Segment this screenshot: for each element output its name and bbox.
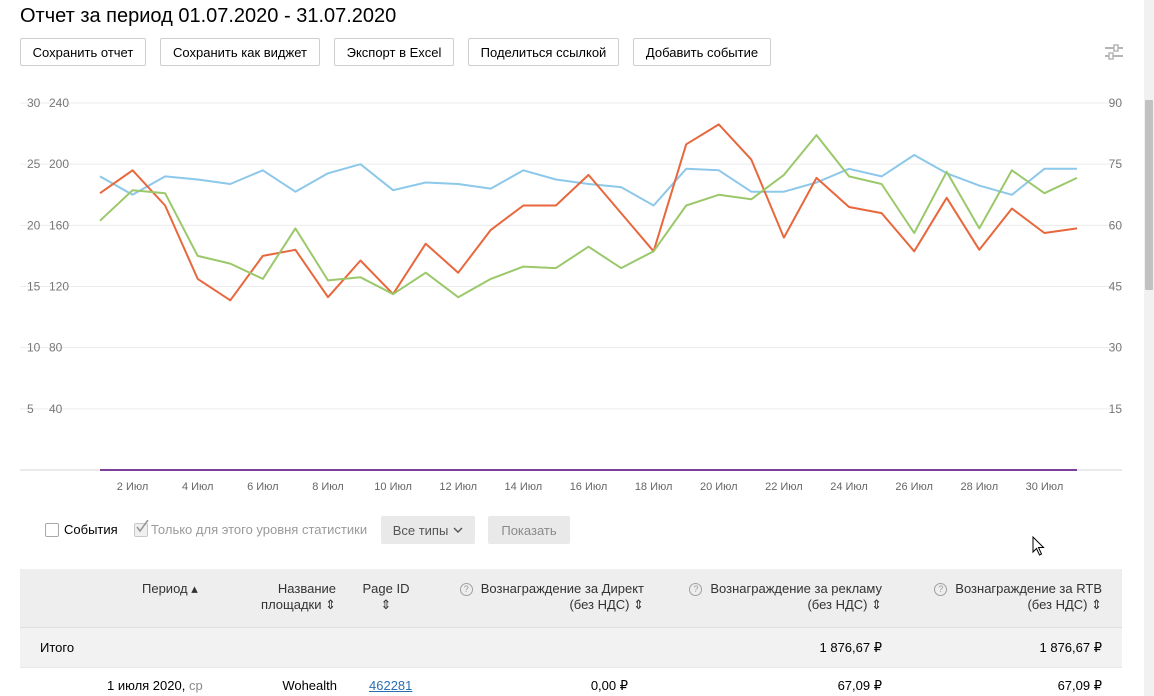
events-filter-row: События Только для этого уровня статисти…: [44, 516, 604, 544]
y-axis-tick-right: 90: [1109, 96, 1123, 110]
y-axis-tick-left-2: 120: [49, 280, 69, 294]
y-axis-tick-left-2: 240: [49, 96, 69, 110]
x-axis-tick-label: 12 Июл: [439, 481, 477, 493]
x-axis-tick-label: 20 Июл: [700, 481, 738, 493]
column-ads-reward-header[interactable]: ? Вознаграждение за рекламу (без НДС) ⇕: [680, 581, 882, 613]
table-header: Период ▴ Название площадки ⇕ Page ID ⇕ ?…: [20, 569, 1122, 627]
share-link-button[interactable]: Поделиться ссылкой: [468, 38, 619, 66]
mouse-cursor-icon: [1032, 536, 1045, 556]
level-only-label: Только для этого уровня статистики: [151, 522, 368, 537]
row-site-name: Wohealth: [282, 678, 337, 693]
column-page-id-header[interactable]: Page ID ⇕: [362, 581, 410, 612]
x-axis-tick-label: 2 Июл: [117, 481, 149, 493]
row-period: 1 июля 2020, ср: [107, 678, 203, 693]
chevron-down-icon: [453, 527, 463, 533]
x-axis-tick-label: 10 Июл: [374, 481, 412, 493]
page-scrollbar[interactable]: [1144, 0, 1154, 696]
row-direct-reward: 0,00 ₽: [590, 678, 628, 693]
stats-table: Период ▴ Название площадки ⇕ Page ID ⇕ ?…: [20, 569, 1122, 696]
total-label: Итого: [40, 640, 75, 655]
x-axis-tick-label: 30 Июл: [1026, 481, 1064, 493]
x-axis-tick-label: 18 Июл: [635, 481, 673, 493]
y-axis-tick-right: 60: [1109, 218, 1123, 232]
total-row: Итого 1 876,67 ₽ 1 876,67 ₽: [20, 627, 1122, 667]
x-axis-tick-label: 14 Июл: [505, 481, 543, 493]
y-axis-tick-right: 15: [1109, 402, 1123, 416]
y-axis-tick-left-2: 40: [49, 402, 63, 416]
row-ads-reward: 67,09 ₽: [837, 678, 882, 693]
y-axis-tick-left-2: 160: [49, 218, 69, 232]
x-axis-tick-label: 4 Июл: [182, 481, 214, 493]
events-label: События: [64, 522, 118, 537]
column-rtb-reward-header[interactable]: ? Вознаграждение за RTB (без НДС) ⇕: [920, 581, 1102, 613]
x-axis-tick-label: 24 Июл: [830, 481, 868, 493]
help-icon[interactable]: ?: [459, 583, 473, 596]
checkmark-icon: [136, 520, 149, 533]
total-rtb-reward: 1 876,67 ₽: [1039, 640, 1103, 655]
row-page-id-link[interactable]: 462281: [369, 678, 413, 693]
scrollbar-thumb[interactable]: [1145, 100, 1153, 290]
y-axis-tick-left-1: 15: [27, 280, 41, 294]
y-axis-tick-right: 75: [1109, 157, 1123, 171]
row-rtb-reward: 67,09 ₽: [1057, 678, 1102, 693]
show-events-button[interactable]: Показать: [488, 516, 570, 544]
y-axis-tick-left-1: 5: [27, 402, 34, 416]
x-axis-tick-label: 22 Июл: [765, 481, 803, 493]
column-period-header[interactable]: Период ▴: [142, 581, 198, 596]
y-axis-tick-right: 30: [1109, 341, 1123, 355]
line-chart: 30 25 20 15 10 5 240 200 160 120 80 40 90 75 60 45 30 15 2…: [20, 96, 1123, 493]
level-only-checkbox[interactable]: [134, 520, 149, 537]
column-site-name-header[interactable]: Название площадки ⇕: [261, 581, 336, 612]
all-types-dropdown[interactable]: Все типы: [381, 516, 475, 544]
x-axis-tick-label: 28 Июл: [960, 481, 998, 493]
x-axis-tick-label: 16 Июл: [570, 481, 608, 493]
page-title: Отчет за период 01.07.2020 - 31.07.2020: [20, 5, 397, 27]
x-axis-tick-label: 26 Июл: [895, 481, 933, 493]
series-line-blue: [99, 154, 1077, 207]
series-line-orange: [99, 123, 1078, 302]
y-axis-tick-left-1: 30: [27, 96, 41, 110]
save-report-button[interactable]: Сохранить отчет: [20, 38, 146, 66]
column-direct-reward-header[interactable]: ? Вознаграждение за Директ (без НДС) ⇕: [450, 581, 644, 613]
y-axis-tick-left-2: 200: [49, 157, 69, 171]
y-axis-tick-left-1: 20: [27, 218, 41, 232]
all-types-label: Все типы: [392, 522, 449, 538]
x-axis-tick-label: 6 Июл: [247, 481, 279, 493]
help-icon[interactable]: ?: [934, 583, 948, 596]
export-excel-button[interactable]: Экспорт в Excel: [334, 38, 454, 66]
x-axis-tick-label: 8 Июл: [312, 481, 344, 493]
y-axis-tick-right: 45: [1109, 280, 1123, 294]
y-axis-tick-left-1: 25: [27, 157, 41, 171]
help-icon[interactable]: ?: [689, 583, 703, 596]
add-event-button[interactable]: Добавить событие: [633, 38, 771, 66]
events-checkbox[interactable]: [45, 523, 59, 537]
save-as-widget-button[interactable]: Сохранить как виджет: [160, 38, 320, 66]
table-row: 1 июля 2020, ср Wohealth 462281 0,00 ₽ 6…: [20, 667, 1122, 696]
y-axis-tick-left-2: 80: [49, 341, 63, 355]
y-axis-tick-left-1: 10: [27, 341, 41, 355]
total-ads-reward: 1 876,67 ₽: [819, 640, 883, 655]
sliders-icon[interactable]: [1104, 43, 1124, 61]
series-line-green: [99, 134, 1078, 299]
